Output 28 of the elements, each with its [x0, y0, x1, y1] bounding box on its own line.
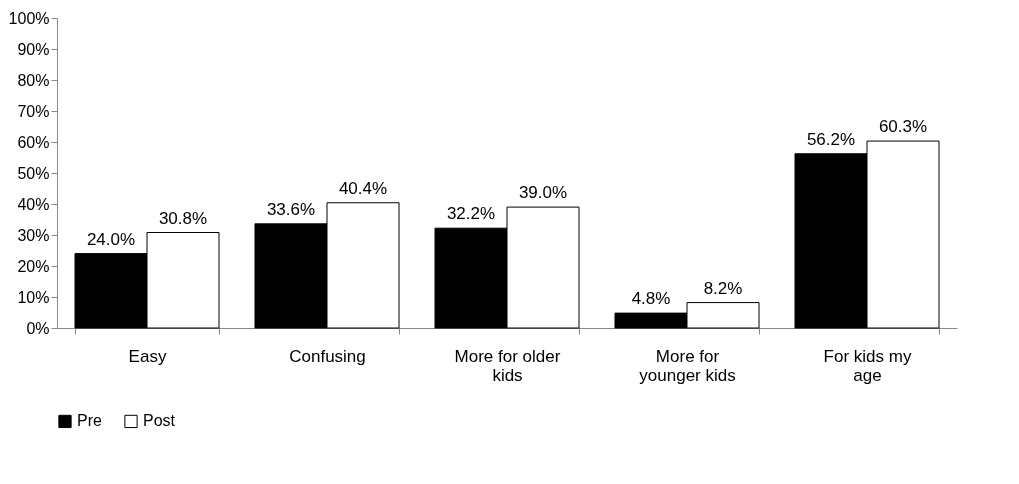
- data-label: 60.3%: [878, 117, 928, 137]
- y-tick-label: 20%: [17, 257, 50, 275]
- data-label: 30.8%: [158, 208, 208, 228]
- data-label: 8.2%: [703, 278, 743, 298]
- y-tick-label: 30%: [17, 226, 50, 244]
- y-tick-label: 0%: [26, 319, 50, 337]
- y-tick-label: 40%: [17, 195, 50, 213]
- data-label: 40.4%: [338, 178, 388, 198]
- y-tick-label: 60%: [17, 133, 50, 151]
- x-tick-label: More for older kids: [454, 346, 561, 385]
- y-tick-label: 90%: [17, 40, 50, 58]
- x-tick-label: More for younger kids: [639, 346, 736, 385]
- data-label: 4.8%: [631, 289, 671, 309]
- legend-label: Pre: [77, 412, 102, 430]
- y-tick-label: 80%: [17, 71, 50, 89]
- y-tick-label: 50%: [17, 164, 50, 182]
- y-tick-label: 10%: [17, 288, 50, 306]
- y-tick-label: 70%: [17, 102, 50, 120]
- data-label: 24.0%: [86, 229, 136, 249]
- y-tick-label: 100%: [8, 9, 50, 27]
- data-label: 56.2%: [806, 129, 856, 149]
- x-tick-label: Easy: [128, 346, 167, 366]
- data-label: 32.2%: [446, 204, 496, 224]
- legend-label: Post: [143, 412, 176, 430]
- x-tick-label: Confusing: [289, 346, 366, 366]
- x-tick-label: For kids my age: [823, 346, 912, 385]
- data-label: 39.0%: [518, 183, 568, 203]
- data-label: 33.6%: [266, 199, 316, 219]
